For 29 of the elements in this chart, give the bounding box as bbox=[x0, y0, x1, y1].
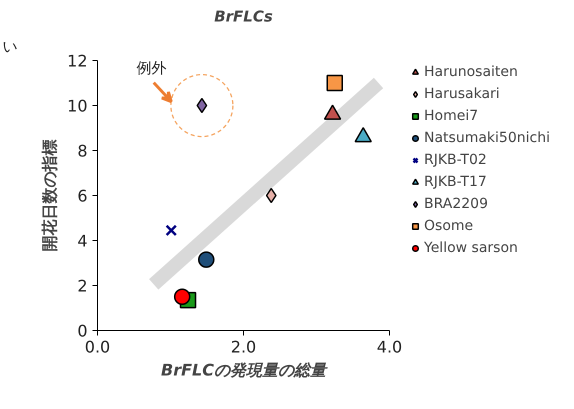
legend-label: Osome bbox=[424, 218, 474, 234]
y-tick-label: 0 bbox=[77, 322, 88, 340]
legend-label: Harusakari bbox=[424, 86, 500, 102]
annotation: 例外 bbox=[136, 58, 167, 77]
legend-label: Natsumaki50nichi bbox=[424, 130, 550, 146]
legend-label: Homei7 bbox=[424, 108, 478, 124]
x-tick-label: 4.0 bbox=[376, 338, 402, 356]
text: い bbox=[2, 38, 18, 56]
chart-title: BrFLCs bbox=[214, 8, 273, 26]
point bbox=[165, 224, 178, 236]
y-tick-label: 10 bbox=[67, 96, 88, 116]
y-tick-label: 4 bbox=[77, 232, 88, 250]
point bbox=[174, 288, 190, 305]
point bbox=[198, 251, 215, 268]
y-tick-label: 12 bbox=[67, 52, 88, 70]
point bbox=[326, 74, 343, 92]
point bbox=[266, 188, 277, 204]
x-tick-label: 2.0 bbox=[230, 338, 256, 356]
y-axis-title: 開花日数の指標 bbox=[40, 140, 60, 252]
legend-label: BRA2209 bbox=[424, 196, 488, 212]
y-tick-label: 6 bbox=[77, 186, 88, 206]
y-tick-label: 8 bbox=[77, 142, 88, 160]
legend-label: Harunosaiten bbox=[424, 64, 518, 80]
legend-label: RJKB-T17 bbox=[424, 174, 487, 190]
legend-label: Yellow sarson bbox=[424, 240, 518, 256]
x-tick-label: 0.0 bbox=[84, 338, 110, 356]
y-tick-label: 2 bbox=[77, 276, 88, 296]
legend-label: RJKB-T02 bbox=[424, 152, 487, 168]
x-axis-title: BrFLCの発現量の総量 bbox=[161, 360, 328, 380]
